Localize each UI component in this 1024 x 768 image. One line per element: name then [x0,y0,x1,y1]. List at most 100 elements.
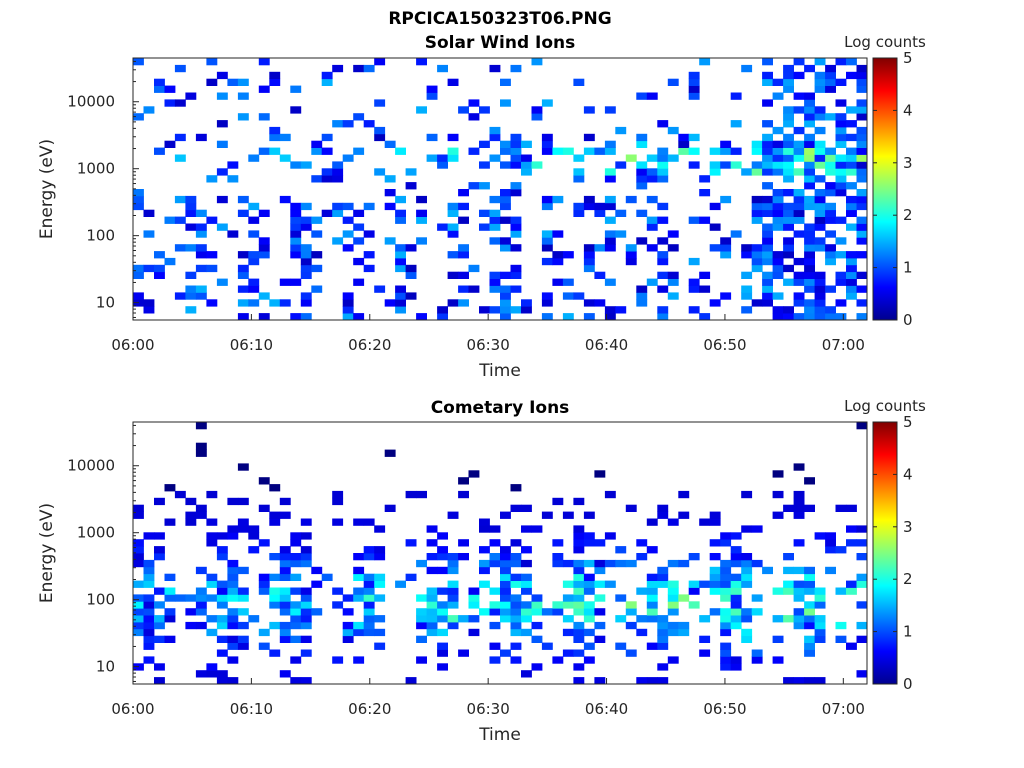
heatmap-cell [353,553,365,561]
heatmap-cell [185,202,197,211]
heatmap-cell [258,580,270,588]
heatmap-cell [783,133,794,142]
heatmap-cell [500,285,511,293]
heatmap-cell [216,587,228,595]
heatmap-cell [206,58,218,66]
heatmap-cell [772,313,784,321]
heatmap-cell [500,553,511,561]
heatmap-cell [437,649,448,657]
heatmap-cell [783,209,794,217]
heatmap-cell [237,285,249,293]
heatmap-cell [290,615,302,623]
heatmap-cell [667,601,679,609]
heatmap-cell [835,278,847,286]
heatmap-cell [374,573,386,581]
heatmap-cell [510,573,522,581]
heatmap-cell [279,497,291,506]
heatmap-cell [258,244,270,252]
heatmap-cell [248,532,260,540]
heatmap-cell [573,628,585,637]
heatmap-cell [279,546,291,554]
heatmap-cell [814,147,826,155]
heatmap-cell [342,608,354,616]
heatmap-cell [541,230,553,238]
heatmap-cell [814,175,826,183]
heatmap-cell [185,209,197,217]
heatmap-cell [688,147,700,155]
heatmap-cell [332,656,344,664]
heatmap-cell [300,649,312,657]
heatmap-cell [541,313,553,321]
heatmap-cell [353,628,365,637]
heatmap-cell [814,237,826,245]
heatmap-cell [804,175,815,183]
heatmap-cell [353,64,365,73]
x-axis: 06:00 06:10 06:20 06:30 06:40 06:50 07:00 [111,678,865,718]
heatmap-cell [489,285,501,293]
heatmap-cell [216,120,228,128]
heatmap-cell [300,257,312,266]
heatmap-cell [300,292,312,300]
heatmap-cell [741,244,753,252]
heatmap-cell [489,133,501,142]
heatmap-cell [814,78,826,86]
heatmap-cell [332,490,344,499]
heatmap-cell [793,490,805,499]
heatmap-cell [248,202,260,211]
heatmap-cell [174,154,186,162]
x-tick-label: 07:00 [822,336,865,354]
heatmap-cell [835,271,847,279]
heatmap-cell [154,546,165,554]
heatmap-cell [447,78,459,86]
heatmap-cell [667,608,679,616]
heatmap-cell [772,195,784,204]
heatmap-cell [625,154,637,162]
heatmap-cell [814,85,826,93]
heatmap-cell [804,257,815,266]
heatmap-cell [804,649,815,657]
heatmap-cell [804,230,815,238]
heatmap-cell [562,580,574,588]
heatmap-cell [814,615,826,623]
heatmap-cell [772,271,784,279]
heatmap-cell [437,601,448,609]
heatmap-cell [489,525,501,533]
heatmap-cell [363,546,375,554]
heatmap-cell [814,161,826,169]
heatmap-cell [489,539,501,547]
heatmap-cell [458,106,469,114]
heatmap-cell [216,635,228,643]
heatmap-cell [405,168,417,176]
heatmap-cell [510,608,522,616]
heatmap-cell [720,587,732,595]
y-axis-label: Energy (eV) [37,503,57,603]
heatmap-cell [783,237,794,245]
heatmap-cell [405,490,417,499]
heatmap-cell [363,518,375,526]
heatmap-cell [279,601,291,609]
heatmap-cell [615,230,627,238]
heatmap-cell [206,532,218,540]
heatmap-cell [625,621,637,630]
heatmap-cell [804,306,815,314]
heatmap-cell [164,608,176,616]
heatmap-cell [762,71,773,80]
heatmap-cell [248,278,260,286]
heatmap-cell [405,539,417,547]
heatmap-cell [751,264,763,273]
heatmap-cell [133,621,144,630]
heatmap-cell [143,628,155,637]
heatmap-cell [521,140,532,148]
heatmap-cell [395,299,406,307]
heatmap-cell [835,140,847,148]
heatmap-cell [730,553,742,561]
heatmap-cell [332,175,344,183]
heatmap-cell [720,566,732,575]
heatmap-cell [237,566,249,575]
heatmap-cell [133,264,144,273]
heatmap-cell [793,677,805,685]
heatmap-cell [500,649,511,657]
heatmap-cell [237,594,249,602]
heatmap-cell [342,594,354,602]
